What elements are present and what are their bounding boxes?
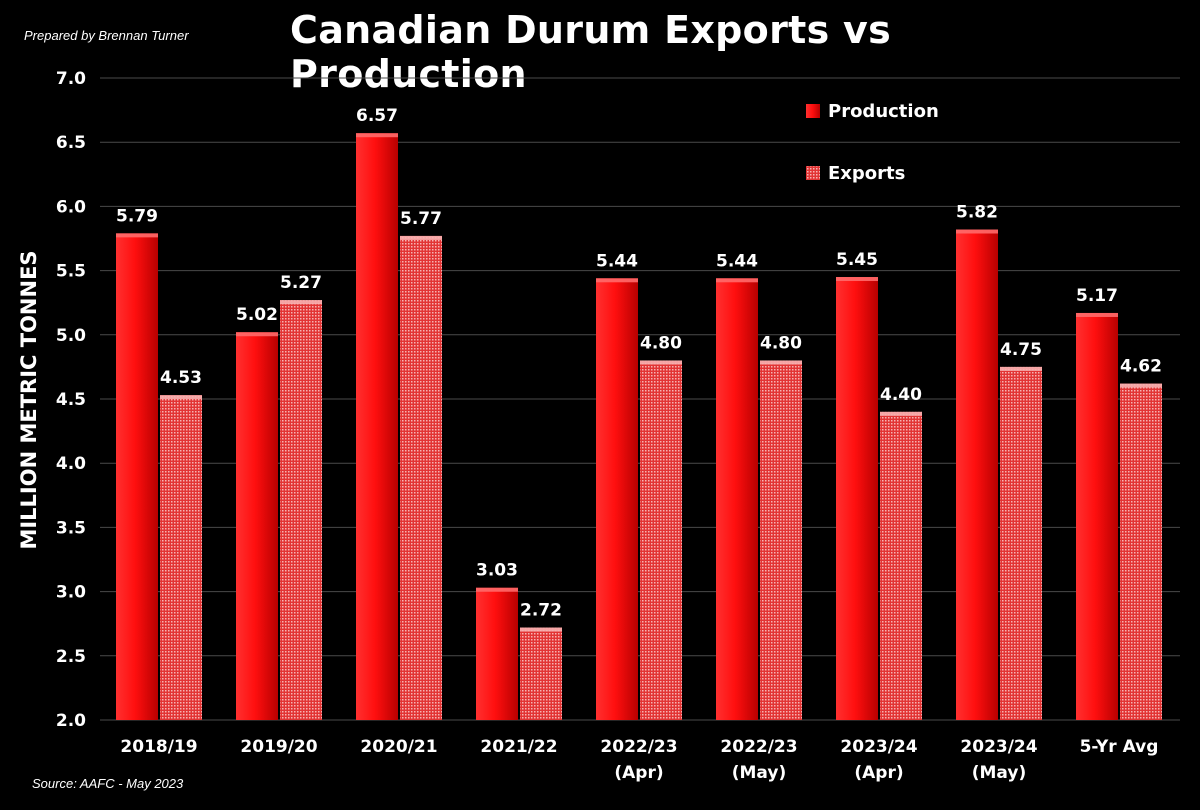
production-bar xyxy=(356,133,398,720)
exports-bar xyxy=(280,300,322,720)
bars xyxy=(116,133,1162,720)
exports-bar-cap xyxy=(1120,383,1162,388)
data-label: 5.77 xyxy=(400,209,442,229)
data-label: 5.45 xyxy=(836,250,878,270)
production-bar-cap xyxy=(596,278,638,283)
production-bar-cap xyxy=(116,233,158,238)
x-tick-label: 2022/23 xyxy=(600,737,677,757)
legend: Production Exports xyxy=(806,101,939,184)
production-bar-cap xyxy=(1076,312,1118,317)
x-tick-label: 2023/24 xyxy=(840,737,917,757)
x-tick-label: (Apr) xyxy=(854,763,903,783)
production-bar-cap xyxy=(836,277,878,282)
y-tick-label: 3.5 xyxy=(56,518,86,538)
data-label: 4.75 xyxy=(1000,340,1042,360)
exports-bar-cap xyxy=(520,627,562,632)
y-tick-label: 2.5 xyxy=(56,647,86,667)
data-label: 5.79 xyxy=(116,206,158,226)
legend-label: Production xyxy=(828,101,939,122)
y-tick-label: 4.0 xyxy=(56,454,86,474)
x-tick-label: 2021/22 xyxy=(480,737,557,757)
production-bar xyxy=(716,278,758,720)
data-label: 5.44 xyxy=(716,251,758,271)
x-tick-label: (May) xyxy=(972,763,1027,783)
y-tick-label: 7.0 xyxy=(56,69,86,89)
x-tick-label: 2018/19 xyxy=(120,737,197,757)
y-tick-label: 2.0 xyxy=(56,711,86,731)
x-tick-label: 2020/21 xyxy=(360,737,437,757)
y-tick-label: 6.5 xyxy=(56,133,86,153)
production-bar xyxy=(836,277,878,720)
x-tick-label: 2023/24 xyxy=(960,737,1037,757)
y-tick-label: 6.0 xyxy=(56,197,86,217)
data-label: 5.27 xyxy=(280,273,322,293)
production-bar-cap xyxy=(356,133,398,138)
x-tick-label: 2019/20 xyxy=(240,737,317,757)
exports-bar-cap xyxy=(760,360,802,365)
production-bar-cap xyxy=(476,587,518,592)
production-bar xyxy=(116,233,158,720)
chart-title: Canadian Durum Exports vs Production xyxy=(290,8,892,96)
y-tick-labels: 2.0 2.5 3.0 3.5 4.0 4.5 5.0 5.5 6.0 6.5 7.0 xyxy=(56,69,86,731)
exports-bar xyxy=(1000,366,1042,720)
exports-bar-cap xyxy=(640,360,682,365)
production-bar-cap xyxy=(716,278,758,283)
exports-bar-cap xyxy=(880,411,922,416)
production-bar xyxy=(1076,312,1118,720)
data-label: 4.40 xyxy=(880,385,922,405)
exports-bar-cap xyxy=(1000,366,1042,371)
y-tick-label: 5.0 xyxy=(56,326,86,346)
x-tick-labels: 2018/19 2019/20 2020/21 2021/22 2022/23 (Apr)… xyxy=(120,737,1158,783)
exports-legend-swatch xyxy=(806,166,820,180)
source-text: Source: AAFC - May 2023 xyxy=(32,776,184,791)
data-label: 3.03 xyxy=(476,561,518,581)
data-label: 4.62 xyxy=(1120,357,1162,377)
x-tick-label: (Apr) xyxy=(614,763,663,783)
data-labels: 5.79 4.53 5.025.27 6.57 5.77 3.032.72 5.44 4.80… xyxy=(116,106,1162,620)
exports-bar xyxy=(520,627,562,720)
production-bar-cap xyxy=(956,229,998,234)
production-legend-swatch xyxy=(806,104,820,118)
production-bar xyxy=(956,229,998,720)
data-label: 5.82 xyxy=(956,203,998,223)
exports-bar-cap xyxy=(160,395,202,400)
y-tick-label: 3.0 xyxy=(56,583,86,603)
y-tick-label: 4.5 xyxy=(56,390,86,410)
exports-bar-cap xyxy=(280,300,322,305)
data-label: 4.80 xyxy=(760,333,802,353)
data-label: 5.02 xyxy=(236,305,278,325)
data-label: 5.44 xyxy=(596,251,638,271)
production-bar-cap xyxy=(236,332,278,337)
y-tick-label: 5.5 xyxy=(56,262,86,282)
exports-bar-cap xyxy=(400,235,442,240)
x-tick-label: (May) xyxy=(732,763,787,783)
y-axis-label: MILLION METRIC TONNES xyxy=(17,250,41,549)
production-bar xyxy=(476,587,518,720)
legend-label: Exports xyxy=(828,163,905,184)
exports-bar xyxy=(400,235,442,720)
exports-bar xyxy=(160,395,202,720)
production-bar xyxy=(236,332,278,720)
data-label: 2.72 xyxy=(520,601,562,621)
x-tick-label: 2022/23 xyxy=(720,737,797,757)
exports-bar xyxy=(760,360,802,720)
exports-bar xyxy=(640,360,682,720)
x-tick-label: 5-Yr Avg xyxy=(1080,737,1159,757)
exports-bar xyxy=(1120,383,1162,720)
data-label: 4.80 xyxy=(640,333,682,353)
exports-bar xyxy=(880,411,922,720)
data-label: 6.57 xyxy=(356,106,398,126)
data-label: 5.17 xyxy=(1076,286,1118,306)
credit-text: Prepared by Brennan Turner xyxy=(24,28,189,43)
data-label: 4.53 xyxy=(160,368,202,388)
production-bar xyxy=(596,278,638,720)
